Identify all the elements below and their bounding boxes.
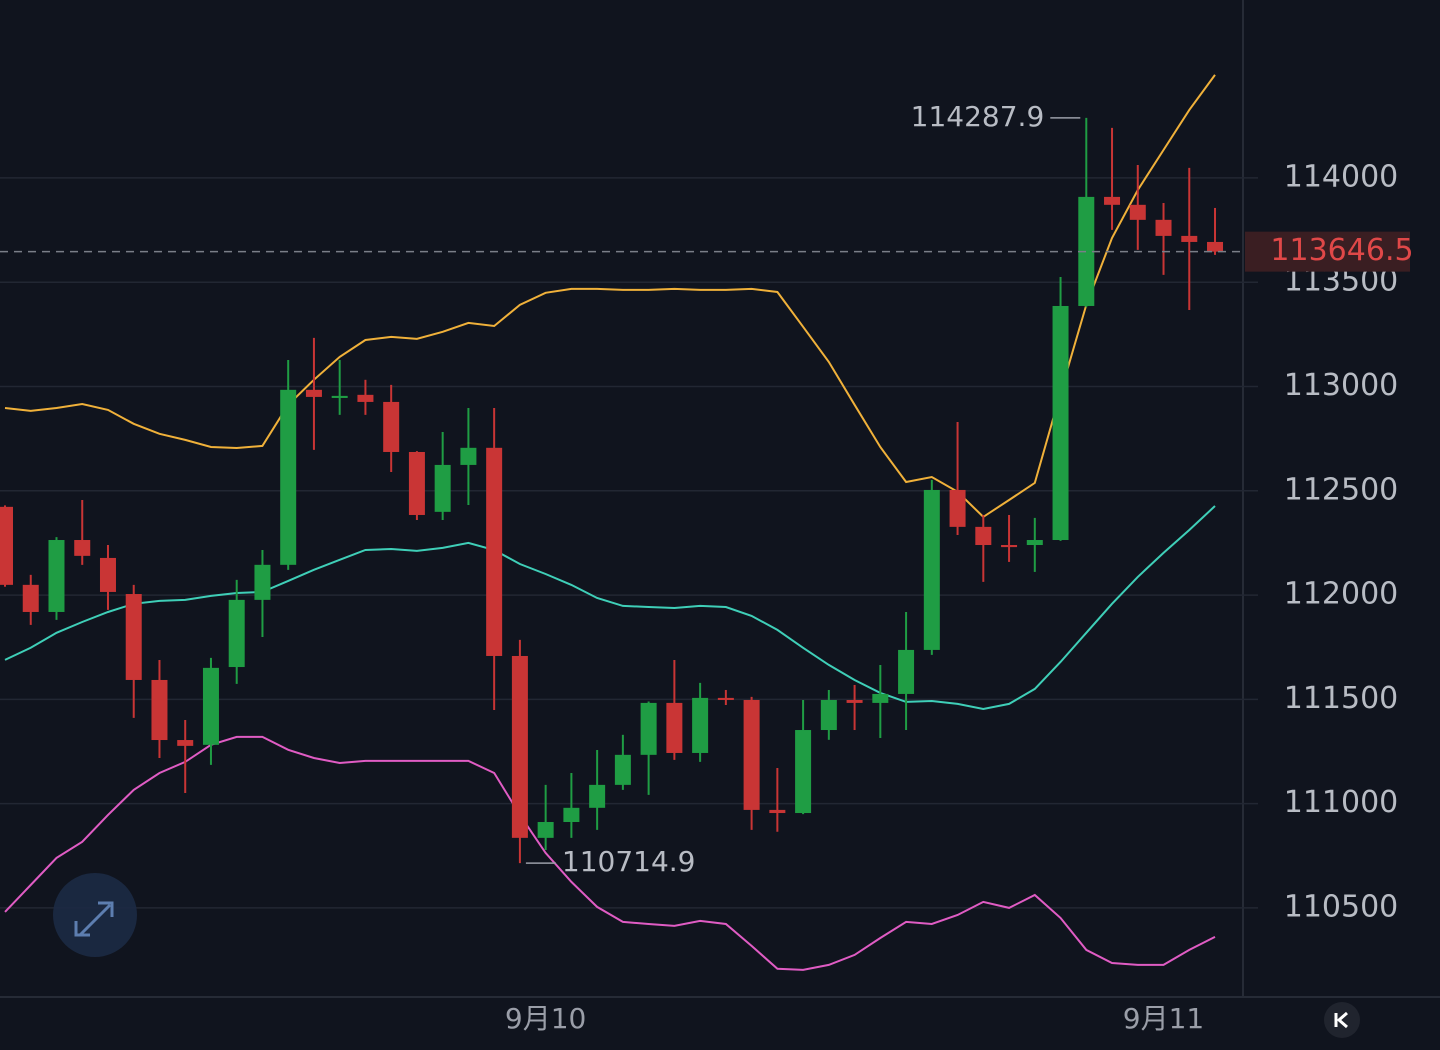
candle-body	[1104, 196, 1121, 205]
x-tick-label: 9月10	[505, 1002, 586, 1035]
candle-body	[74, 540, 91, 556]
candle-body	[1129, 204, 1146, 220]
candle-body	[383, 401, 400, 452]
labels: 1105001110001115001120001125001130001135…	[0, 100, 1414, 1035]
candle-body	[1026, 540, 1043, 546]
candle-body	[640, 702, 657, 755]
y-tick-label: 111500	[1284, 681, 1399, 716]
candle-body	[975, 526, 992, 546]
candle-body	[1181, 235, 1198, 242]
candle-body	[717, 697, 734, 700]
candle-body	[460, 447, 477, 465]
candle-body	[872, 693, 889, 703]
y-tick-label: 114000	[1284, 159, 1399, 194]
candle-body	[743, 699, 760, 810]
candle-body	[228, 599, 245, 668]
last-price-label: 113646.5	[1270, 233, 1413, 268]
candle-body	[666, 702, 683, 753]
candle-body	[48, 540, 65, 612]
candle-body	[280, 389, 297, 565]
band-line	[4, 74, 1216, 519]
candle-body	[1052, 305, 1069, 541]
expand-circle[interactable]	[53, 873, 137, 957]
high-label: 114287.9	[911, 100, 1045, 133]
candle-body	[177, 740, 194, 746]
candle-body	[589, 784, 606, 808]
candle-body	[0, 506, 13, 585]
band-line	[4, 505, 1216, 711]
bands	[4, 74, 1216, 971]
candle-body	[434, 464, 451, 512]
candle-body	[898, 649, 915, 694]
expand-icon	[74, 901, 114, 937]
candle-body	[1155, 219, 1172, 236]
y-tick-label: 111000	[1284, 785, 1399, 820]
candle-body	[99, 557, 116, 592]
candle-body	[846, 699, 863, 703]
candle-body	[305, 389, 322, 397]
candles	[0, 117, 1224, 864]
candle-body	[408, 451, 425, 515]
candle-body	[331, 395, 348, 398]
y-tick-label: 110500	[1284, 889, 1399, 924]
y-tick-label: 113000	[1284, 368, 1399, 403]
scroll-latest-button[interactable]	[1324, 1002, 1360, 1038]
candle-body	[1207, 241, 1224, 252]
low-label: 110714.9	[562, 845, 696, 878]
candle-body	[357, 394, 374, 402]
candle-body	[486, 447, 503, 656]
y-tick-label: 112500	[1284, 472, 1399, 507]
candle-body	[537, 822, 554, 838]
y-tick-label: 112000	[1284, 577, 1399, 612]
last-price-box	[1245, 231, 1410, 272]
candle-body	[22, 584, 39, 612]
expand-button[interactable]	[53, 873, 137, 957]
candle-body	[949, 489, 966, 527]
candle-body	[692, 697, 709, 753]
candle-body	[125, 594, 142, 680]
candle-body	[1001, 545, 1018, 548]
candle-body	[769, 809, 786, 814]
latest-icon	[1334, 1011, 1348, 1029]
candle-body	[202, 667, 219, 745]
candle-body	[923, 489, 940, 650]
band-line	[4, 735, 1216, 971]
candle-body	[1078, 196, 1095, 306]
candle-body	[820, 699, 837, 731]
candle-body	[563, 807, 580, 823]
candle-body	[254, 564, 271, 600]
latest-circle[interactable]	[1324, 1002, 1360, 1038]
candle-body	[151, 679, 168, 741]
candle-body	[511, 655, 528, 838]
candle-body	[795, 730, 812, 814]
candle-body	[614, 754, 631, 785]
x-tick-label: 9月11	[1123, 1002, 1204, 1035]
